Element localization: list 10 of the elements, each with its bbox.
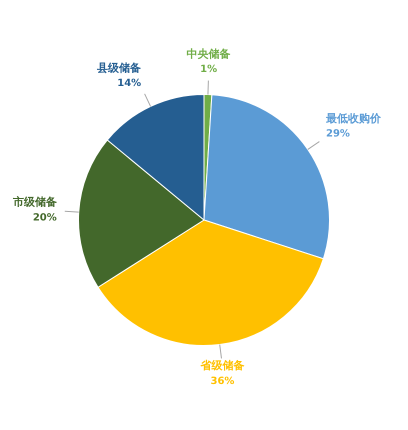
slice-label: 中央储备 xyxy=(186,47,231,60)
slice-label: 市级储备 xyxy=(12,196,57,209)
slice-label: 省级储备 xyxy=(199,359,244,372)
data-label: 1% xyxy=(200,64,218,76)
slice-label: 县级储备 xyxy=(96,61,142,74)
data-label: 14% xyxy=(117,78,142,90)
data-label: 36% xyxy=(210,376,234,387)
data-label: 20% xyxy=(32,212,57,224)
data-label: 29% xyxy=(326,128,350,140)
slice-label: 最低收购价 xyxy=(324,112,382,125)
